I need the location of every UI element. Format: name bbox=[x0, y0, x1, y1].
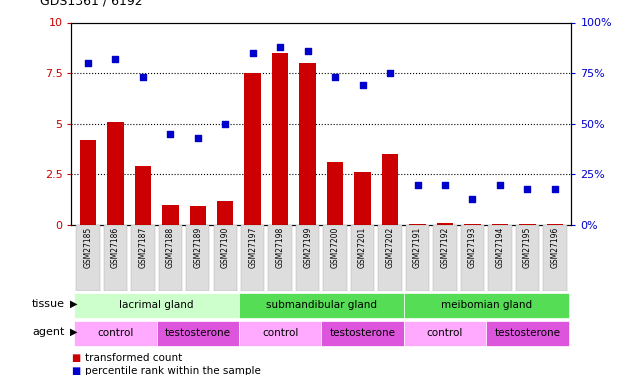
Text: GDS1361 / 6192: GDS1361 / 6192 bbox=[40, 0, 143, 8]
Point bbox=[522, 186, 532, 192]
Point bbox=[165, 131, 175, 137]
Bar bbox=[299, 63, 316, 225]
Bar bbox=[162, 205, 179, 225]
Text: GSM27187: GSM27187 bbox=[138, 227, 147, 268]
Bar bbox=[437, 224, 453, 225]
Text: transformed count: transformed count bbox=[85, 353, 183, 363]
Bar bbox=[189, 206, 206, 225]
Bar bbox=[404, 321, 486, 346]
Text: ■: ■ bbox=[71, 366, 81, 375]
Point bbox=[111, 56, 120, 62]
Text: agent: agent bbox=[33, 327, 65, 337]
Bar bbox=[492, 224, 508, 225]
Text: GSM27188: GSM27188 bbox=[166, 227, 175, 268]
FancyBboxPatch shape bbox=[351, 225, 374, 291]
Text: GSM27185: GSM27185 bbox=[83, 227, 93, 268]
Bar bbox=[107, 122, 124, 225]
Text: testosterone: testosterone bbox=[165, 328, 231, 338]
FancyBboxPatch shape bbox=[158, 225, 182, 291]
FancyBboxPatch shape bbox=[268, 225, 292, 291]
Bar bbox=[74, 321, 156, 346]
Text: GSM27186: GSM27186 bbox=[111, 227, 120, 268]
Text: submandibular gland: submandibular gland bbox=[266, 300, 377, 310]
Text: GSM27194: GSM27194 bbox=[496, 227, 504, 268]
Text: GSM27199: GSM27199 bbox=[303, 227, 312, 268]
FancyBboxPatch shape bbox=[488, 225, 512, 291]
FancyBboxPatch shape bbox=[104, 225, 127, 291]
Bar bbox=[74, 293, 239, 318]
Bar bbox=[322, 321, 404, 346]
Text: GSM27201: GSM27201 bbox=[358, 227, 367, 268]
Text: GSM27200: GSM27200 bbox=[330, 227, 340, 268]
Text: percentile rank within the sample: percentile rank within the sample bbox=[85, 366, 261, 375]
Point bbox=[138, 74, 148, 80]
Bar bbox=[217, 201, 233, 225]
Point bbox=[275, 44, 285, 50]
Point bbox=[385, 70, 395, 76]
Text: GSM27189: GSM27189 bbox=[193, 227, 202, 268]
Point bbox=[550, 186, 560, 192]
Text: meibomian gland: meibomian gland bbox=[441, 300, 532, 310]
Point bbox=[330, 74, 340, 80]
Bar bbox=[464, 224, 481, 225]
Text: testosterone: testosterone bbox=[330, 328, 396, 338]
FancyBboxPatch shape bbox=[406, 225, 429, 291]
FancyBboxPatch shape bbox=[296, 225, 319, 291]
Text: tissue: tissue bbox=[32, 299, 65, 309]
Text: GSM27191: GSM27191 bbox=[413, 227, 422, 268]
Point bbox=[358, 82, 368, 88]
Bar bbox=[409, 224, 426, 225]
FancyBboxPatch shape bbox=[378, 225, 402, 291]
Text: control: control bbox=[97, 328, 134, 338]
FancyBboxPatch shape bbox=[241, 225, 265, 291]
Bar bbox=[239, 293, 404, 318]
Bar bbox=[156, 321, 239, 346]
Point bbox=[220, 121, 230, 127]
Bar bbox=[272, 53, 288, 225]
FancyBboxPatch shape bbox=[186, 225, 209, 291]
Point bbox=[83, 60, 93, 66]
Text: control: control bbox=[262, 328, 298, 338]
FancyBboxPatch shape bbox=[131, 225, 155, 291]
Bar bbox=[404, 293, 569, 318]
Text: GSM27202: GSM27202 bbox=[386, 227, 394, 268]
Bar bbox=[486, 321, 569, 346]
Point bbox=[412, 182, 422, 188]
Text: GSM27197: GSM27197 bbox=[248, 227, 257, 268]
Point bbox=[468, 196, 478, 202]
Text: ▶: ▶ bbox=[70, 327, 77, 337]
Text: GSM27196: GSM27196 bbox=[550, 227, 560, 268]
FancyBboxPatch shape bbox=[515, 225, 539, 291]
Text: control: control bbox=[427, 328, 463, 338]
FancyBboxPatch shape bbox=[324, 225, 347, 291]
FancyBboxPatch shape bbox=[76, 225, 99, 291]
Text: GSM27193: GSM27193 bbox=[468, 227, 477, 268]
FancyBboxPatch shape bbox=[461, 225, 484, 291]
Point bbox=[193, 135, 202, 141]
Bar bbox=[135, 166, 151, 225]
Text: GSM27190: GSM27190 bbox=[220, 227, 230, 268]
Text: GSM27198: GSM27198 bbox=[276, 227, 284, 268]
Text: lacrimal gland: lacrimal gland bbox=[119, 300, 194, 310]
FancyBboxPatch shape bbox=[543, 225, 566, 291]
Point bbox=[495, 182, 505, 188]
Point bbox=[302, 48, 312, 54]
Bar bbox=[546, 224, 563, 225]
Bar bbox=[519, 224, 535, 225]
FancyBboxPatch shape bbox=[433, 225, 456, 291]
Point bbox=[440, 182, 450, 188]
Bar bbox=[327, 162, 343, 225]
Point bbox=[248, 50, 258, 56]
Bar bbox=[245, 73, 261, 225]
Bar bbox=[79, 140, 96, 225]
Text: GSM27195: GSM27195 bbox=[523, 227, 532, 268]
Text: GSM27192: GSM27192 bbox=[440, 227, 450, 268]
Bar bbox=[382, 154, 398, 225]
Text: ■: ■ bbox=[71, 353, 81, 363]
Bar bbox=[239, 321, 322, 346]
Bar bbox=[355, 172, 371, 225]
Text: ▶: ▶ bbox=[70, 299, 77, 309]
Text: testosterone: testosterone bbox=[494, 328, 560, 338]
FancyBboxPatch shape bbox=[214, 225, 237, 291]
